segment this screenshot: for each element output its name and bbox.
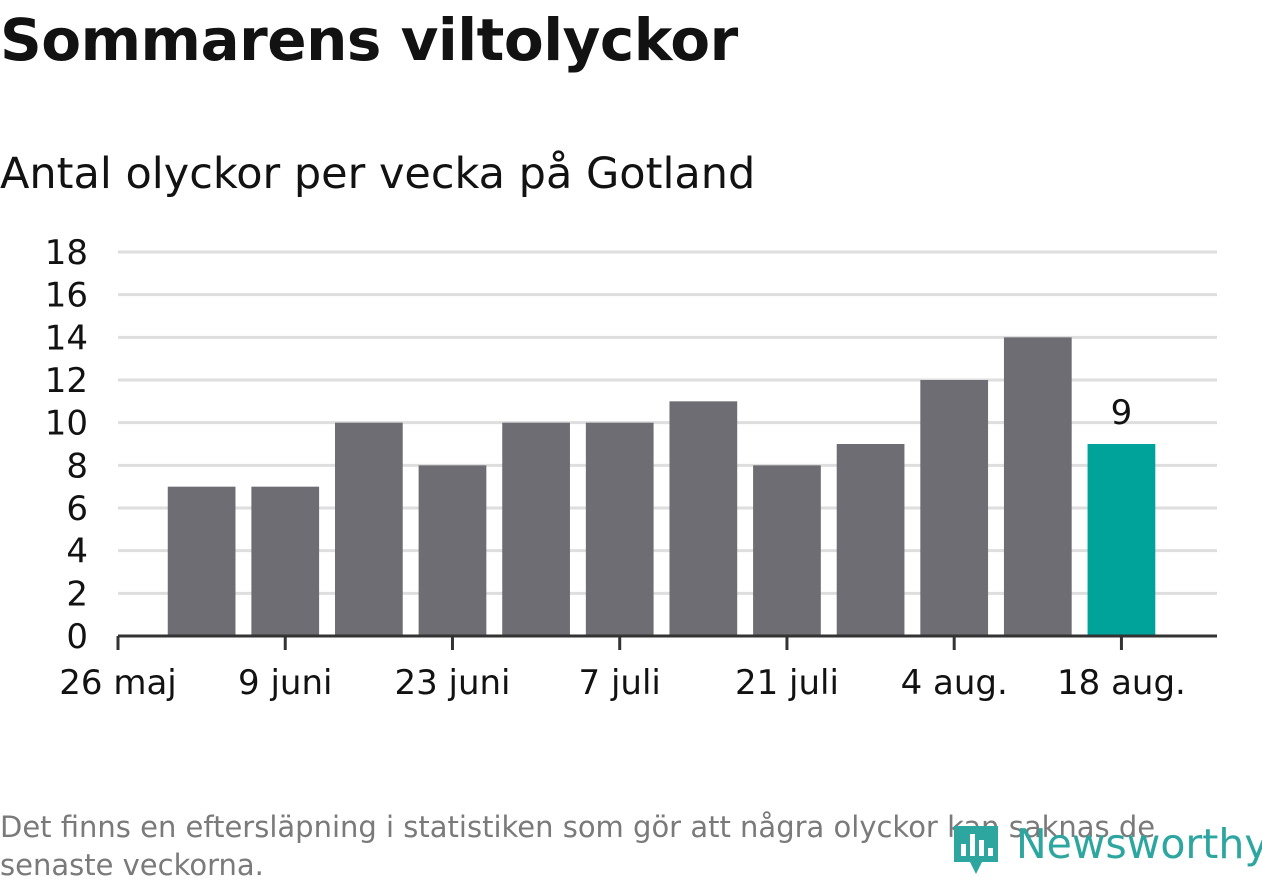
y-tick-label: 6 bbox=[66, 489, 88, 529]
chart-title: Sommarens viltolyckor bbox=[0, 6, 738, 74]
bar bbox=[753, 465, 821, 636]
logo-mark-icon bbox=[954, 826, 998, 874]
bar bbox=[167, 486, 236, 636]
y-tick-label: 4 bbox=[66, 532, 88, 572]
bar bbox=[920, 380, 989, 636]
bar bbox=[251, 486, 320, 636]
y-tick-label: 0 bbox=[66, 617, 88, 657]
x-tick-label: 9 juni bbox=[238, 663, 332, 703]
x-tick-label: 18 aug. bbox=[1057, 663, 1186, 703]
y-tick-label: 2 bbox=[66, 574, 88, 614]
data-label: 9 bbox=[1111, 393, 1133, 433]
y-tick-label: 8 bbox=[66, 446, 88, 486]
bar bbox=[1003, 337, 1072, 636]
bar bbox=[418, 465, 487, 636]
x-tick-label: 7 juli bbox=[579, 663, 661, 703]
newsworthy-logo: Newsworthy bbox=[950, 818, 1262, 876]
x-tick-label: 23 juni bbox=[394, 663, 510, 703]
logo-text: Newsworthy bbox=[1016, 820, 1262, 868]
bar bbox=[585, 422, 654, 636]
x-tick-label: 26 maj bbox=[59, 663, 176, 703]
bar bbox=[836, 444, 905, 636]
y-tick-label: 10 bbox=[45, 404, 88, 444]
bar bbox=[669, 401, 738, 636]
y-tick-label: 16 bbox=[45, 276, 88, 316]
y-tick-label: 12 bbox=[45, 361, 88, 401]
bar bbox=[502, 422, 570, 636]
y-tick-label: 14 bbox=[45, 318, 88, 358]
chart-subtitle: Antal olyckor per vecka på Gotland bbox=[0, 149, 756, 199]
bar bbox=[334, 422, 403, 636]
bar bbox=[1087, 444, 1156, 636]
y-tick-label: 18 bbox=[45, 233, 88, 273]
x-tick-label: 21 juli bbox=[735, 663, 839, 703]
x-tick-label: 4 aug. bbox=[901, 663, 1008, 703]
